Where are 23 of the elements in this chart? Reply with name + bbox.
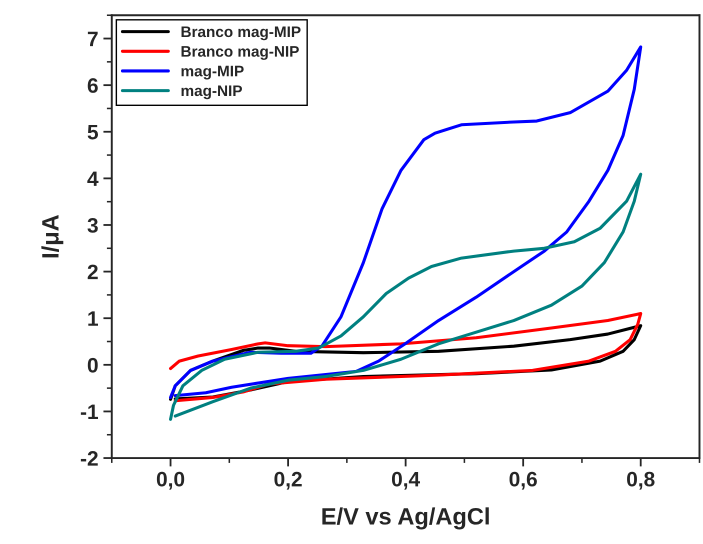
y-tick-label: 3 — [87, 218, 98, 233]
x-tick-label: 0,8 — [627, 472, 655, 490]
x-axis-title: E/V vs Ag/AgCl — [322, 507, 489, 530]
y-tick-label: 6 — [88, 78, 98, 93]
y-tick-label: 4 — [87, 172, 98, 186]
x-tick-label: 0,6 — [510, 472, 537, 490]
y-axis-title: I/μA — [41, 214, 64, 258]
x-tick-label: 0,0 — [156, 472, 184, 490]
y-tick-label: 7 — [88, 32, 98, 46]
line-series — [169, 172, 642, 421]
y-tick-label: 2 — [88, 264, 98, 280]
x-tick-label: 0,4 — [392, 472, 420, 490]
y-tick-label: 0 — [88, 358, 98, 373]
legend-label: mag-MIP — [182, 66, 244, 80]
y-tick-label: 1 — [88, 311, 98, 326]
legend-label: mag-NIP — [182, 85, 242, 100]
line-series — [169, 45, 642, 399]
legend-label: Branco mag-NIP — [182, 46, 299, 60]
y-tick-label: -1 — [80, 404, 98, 419]
legend-label: Branco mag-MIP — [182, 26, 301, 40]
x-tick-label: 0,2 — [274, 472, 302, 490]
y-tick-label: -2 — [80, 451, 98, 466]
y-tick-label: 5 — [88, 124, 98, 140]
